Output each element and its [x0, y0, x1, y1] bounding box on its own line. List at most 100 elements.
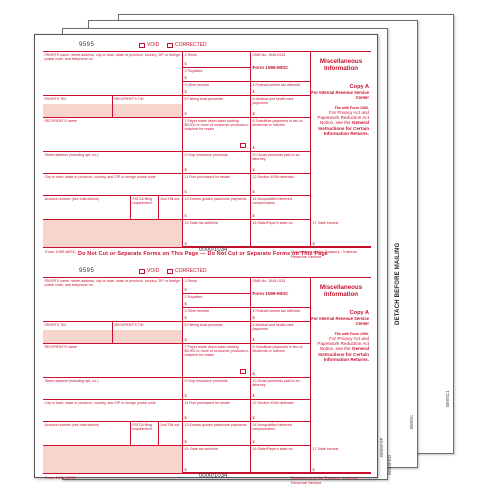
street-address-field[interactable]: Street address (including apt. no.) — [43, 152, 183, 174]
recipient-name-field[interactable]: RECIPIENT'S name — [43, 344, 183, 378]
shaded-area — [43, 446, 183, 474]
form-footer: Form 1099-MISC 0000/1034 Department of t… — [43, 473, 371, 485]
fatca-field[interactable]: FATCA filing requirement — [131, 196, 159, 220]
box-7-checkbox[interactable] — [240, 143, 246, 148]
box-1-rents[interactable]: 1 Rents $ — [183, 278, 251, 294]
form-copy-bottom: 9595 VOID CORRECTED PAYER'S name, street… — [43, 267, 371, 485]
city-field[interactable]: City or town, state or province, country… — [43, 400, 183, 422]
account-number-field[interactable]: Account number (see instructions) — [43, 422, 131, 446]
omb-cell: OMB No. 1545-0115 Form 1099-MISC — [251, 278, 311, 308]
sheet-code-3: BMISC — [409, 414, 414, 429]
privacy-notice: For Privacy Act and Paperwork Reduction … — [317, 110, 369, 136]
box-6-medical[interactable]: 6 Medical and health care payments $ — [251, 96, 311, 118]
copy-a-sub: For Internal Revenue Service Center — [311, 316, 369, 326]
payer-name-field[interactable]: PAYER'S name, street address, city or to… — [43, 52, 183, 96]
box-8-substitute[interactable]: 8 Substitute payments in lieu of dividen… — [251, 118, 311, 152]
box-14-nonqualified[interactable]: 14 Nonqualified deferred compensation $ — [251, 196, 311, 220]
box-12-409a[interactable]: 12 Section 409A deferrals $ — [251, 174, 311, 196]
box-4-federal-tax[interactable]: 4 Federal income tax withheld $ — [251, 82, 311, 96]
box-10-attorney[interactable]: 10 Gross proceeds paid to an attorney $ — [251, 152, 311, 174]
front-sheet: 9595 VOID CORRECTED PAYER'S name, street… — [34, 34, 401, 485]
box-9-crop[interactable]: 9 Crop insurance proceeds $ — [183, 152, 251, 174]
box-5-fishing[interactable]: 5 Fishing boat proceeds $ — [183, 96, 251, 118]
footer-dept: Department of the Treasury - Internal Re… — [291, 475, 357, 485]
box-16-state-no[interactable]: 16 State/Payer's state no. — [251, 220, 311, 248]
box-9-crop[interactable]: 9 Crop insurance proceeds $ — [183, 378, 251, 400]
box-2-royalties[interactable]: 2 Royalties $ — [183, 68, 251, 82]
corrected-label: CORRECTED — [175, 268, 207, 274]
copy-a-sub: For Internal Revenue Service Center — [311, 90, 369, 100]
footer-code: 0000/1034 — [199, 473, 228, 479]
form-copy-top: 9595 VOID CORRECTED PAYER'S name, street… — [43, 41, 371, 259]
cut-notice: Do Not Cut or Separate Forms on This Pag… — [77, 251, 329, 257]
fatca-field[interactable]: FATCA filing requirement — [131, 422, 159, 446]
sheet-code-2: BMISFSF — [379, 437, 384, 457]
box-7-direct-sales[interactable]: 7 Payer made direct sales totaling $5,00… — [183, 118, 251, 152]
street-address-field[interactable]: Street address (including apt. no.) — [43, 378, 183, 400]
account-number-field[interactable]: Account number (see instructions) — [43, 196, 131, 220]
box-16-state-no[interactable]: 16 State/Payer's state no. — [251, 446, 311, 474]
form-grid: PAYER'S name, street address, city or to… — [43, 51, 371, 248]
box-4-federal-tax[interactable]: 4 Federal income tax withheld $ — [251, 308, 311, 322]
void-checkbox[interactable]: VOID — [139, 42, 159, 48]
void-label: VOID — [147, 268, 160, 274]
box-17-state-income[interactable]: 17 State income $ — [311, 446, 371, 474]
box-15-state-tax[interactable]: 15 State tax withheld $ — [183, 446, 251, 474]
box-5-fishing[interactable]: 5 Fishing boat proceeds $ — [183, 322, 251, 344]
payer-tin-shade — [43, 330, 113, 344]
void-box[interactable] — [139, 268, 145, 274]
box-7-checkbox[interactable] — [240, 369, 246, 374]
footer-code: 0000/1034 — [199, 247, 228, 253]
form-number-code: 9595 — [79, 268, 95, 274]
form-title: Miscellaneous Information — [319, 284, 363, 298]
box-11-fish[interactable]: 11 Fish purchased for resale $ — [183, 174, 251, 196]
box-14-nonqualified[interactable]: 14 Nonqualified deferred compensation $ — [251, 422, 311, 446]
form-grid: PAYER'S name, street address, city or to… — [43, 277, 371, 474]
second-tin-field[interactable]: 2nd TIN not. — [159, 196, 183, 220]
box-11-fish[interactable]: 11 Fish purchased for resale $ — [183, 400, 251, 422]
box-12-409a[interactable]: 12 Section 409A deferrals $ — [251, 400, 311, 422]
box-3-other-income[interactable]: 3 Other income $ — [183, 82, 251, 96]
sheet-code-4: BMISC1 — [445, 390, 450, 407]
box-10-attorney[interactable]: 10 Gross proceeds paid to an attorney $ — [251, 378, 311, 400]
box-13-parachute[interactable]: 13 Excess golden parachute payments $ — [183, 196, 251, 220]
box-2-royalties[interactable]: 2 Royalties $ — [183, 294, 251, 308]
form-header: 9595 VOID CORRECTED — [43, 41, 371, 51]
box-3-other-income[interactable]: 3 Other income $ — [183, 308, 251, 322]
detach-label: DETACH BEFORE MAILING — [395, 242, 401, 325]
recipient-tin-shade — [113, 330, 183, 344]
privacy-notice: For Privacy Act and Paperwork Reduction … — [317, 336, 369, 362]
void-label: VOID — [147, 42, 160, 48]
corrected-checkbox[interactable]: CORRECTED — [167, 42, 207, 48]
file-with-label: File with Form 1096. — [334, 106, 369, 110]
omb-cell: OMB No. 1545-0115 Form 1099-MISC — [251, 52, 311, 82]
corrected-checkbox[interactable]: CORRECTED — [167, 268, 207, 274]
copy-a-label: Copy A — [349, 84, 369, 90]
form-footer: Form 1099-MISC 0000/1034 Department of t… — [43, 247, 371, 259]
payer-name-field[interactable]: PAYER'S name, street address, city or to… — [43, 278, 183, 322]
corrected-box[interactable] — [167, 42, 173, 48]
corrected-box[interactable] — [167, 268, 173, 274]
second-tin-field[interactable]: 2nd TIN not. — [159, 422, 183, 446]
form-number-code: 9595 — [79, 42, 95, 48]
side-panel: Miscellaneous Information Copy A For Int… — [311, 278, 371, 362]
box-17-state-income[interactable]: 17 State income $ — [311, 220, 371, 248]
form-title: Miscellaneous Information — [319, 58, 363, 72]
city-field[interactable]: City or town, state or province, country… — [43, 174, 183, 196]
box-6-medical[interactable]: 6 Medical and health care payments $ — [251, 322, 311, 344]
void-box[interactable] — [139, 42, 145, 48]
box-1-rents[interactable]: 1 Rents $ — [183, 52, 251, 68]
box-8-substitute[interactable]: 8 Substitute payments in lieu of dividen… — [251, 344, 311, 378]
recipient-name-field[interactable]: RECIPIENT'S name — [43, 118, 183, 152]
sheet-code-1: BMISFED — [387, 454, 392, 475]
footer-form: Form 1099-MISC — [45, 249, 76, 254]
void-checkbox[interactable]: VOID — [139, 268, 159, 274]
box-7-direct-sales[interactable]: 7 Payer made direct sales totaling $5,00… — [183, 344, 251, 378]
file-with-label: File with Form 1096. — [334, 332, 369, 336]
copy-a-label: Copy A — [349, 310, 369, 316]
box-15-state-tax[interactable]: 15 State tax withheld $ — [183, 220, 251, 248]
form-header: 9595 VOID CORRECTED — [43, 267, 371, 277]
box-13-parachute[interactable]: 13 Excess golden parachute payments $ — [183, 422, 251, 446]
payer-tin-shade — [43, 104, 113, 118]
footer-form: Form 1099-MISC — [45, 475, 76, 480]
